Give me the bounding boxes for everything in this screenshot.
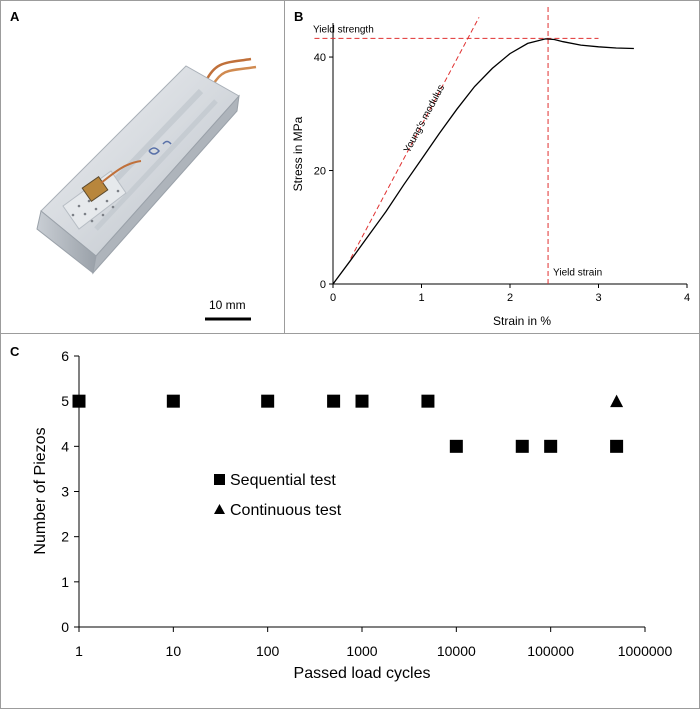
- device-end: [92, 94, 240, 275]
- b-ylabel: Stress in MPa: [291, 116, 305, 191]
- wire-top-1: [204, 57, 252, 82]
- sequential-point-5: [421, 394, 435, 408]
- yield-strength-label: Yield strength: [313, 24, 374, 35]
- stress-strain-chart: 0 1 2 3 4 0 20 40 Yield strength Young's modulu…: [291, 5, 690, 328]
- b-ytick-label-1: 20: [314, 166, 326, 178]
- wire-top-2: [211, 65, 257, 86]
- panel-b: B 0 1 2 3 4 0 20 40 Yield strength Young's modu…: [284, 0, 700, 334]
- c-ytick-label-4: 4: [61, 438, 69, 454]
- sequential-point-6: [449, 439, 463, 453]
- c-xtick-label-2: 100: [256, 643, 280, 659]
- wire-piezo: [100, 160, 142, 184]
- legend-square-marker: [214, 474, 225, 485]
- legend-sequential-label: Sequential test: [230, 472, 336, 489]
- c-xtick-label-5: 100000: [527, 643, 574, 659]
- legend-triangle-marker: [214, 504, 225, 514]
- c-ylabel: Number of Piezos: [32, 427, 49, 554]
- legend-continuous-label: Continuous test: [230, 502, 342, 519]
- b-xtick-label-3: 3: [595, 292, 601, 304]
- c-ytick-label-2: 2: [61, 529, 69, 545]
- legend: Sequential test Continuous test: [214, 472, 342, 519]
- b-ytick-label-2: 40: [314, 52, 326, 64]
- c-ytick-label-6: 6: [61, 348, 69, 364]
- c-ytick-label-3: 3: [61, 484, 69, 500]
- b-xtick-label-0: 0: [330, 292, 336, 304]
- panel-c-letter: C: [10, 344, 20, 359]
- sequential-point-2: [261, 394, 275, 408]
- sequential-point-9: [610, 439, 624, 453]
- scale-bar-label: 10 mm: [209, 298, 246, 312]
- panel-a-letter: A: [10, 9, 20, 24]
- panel-b-letter: B: [294, 9, 304, 24]
- b-xlabel: Strain in %: [493, 314, 551, 328]
- continuous-point-0: [610, 394, 624, 408]
- b-xtick-label-4: 4: [684, 292, 690, 304]
- b-xtick-label-2: 2: [507, 292, 513, 304]
- sequential-point-4: [355, 394, 369, 408]
- sequential-point-0: [72, 394, 86, 408]
- c-xlabel: Passed load cycles: [294, 665, 431, 682]
- c-ytick-label-1: 1: [61, 574, 69, 590]
- yield-strain-label: Yield strain: [553, 267, 602, 278]
- b-xtick-label-1: 1: [418, 292, 424, 304]
- sequential-point-7: [515, 439, 529, 453]
- c-xtick-label-4: 10000: [437, 643, 476, 659]
- c-xtick-label-0: 1: [75, 643, 83, 659]
- youngs-modulus-label: Young's modulus: [402, 83, 447, 155]
- c-xtick-label-6: 1000000: [618, 643, 673, 659]
- sequential-point-8: [544, 439, 558, 453]
- sequential-point-1: [166, 394, 180, 408]
- panel-a: A: [0, 0, 285, 334]
- device-photo: [36, 57, 257, 321]
- b-ytick-label-0: 0: [320, 279, 326, 291]
- c-ytick-label-5: 5: [61, 393, 69, 409]
- sequential-point-3: [327, 394, 341, 408]
- youngs-modulus-line: [350, 17, 480, 259]
- stress-strain-curve: [332, 38, 634, 285]
- c-xtick-label-1: 10: [166, 643, 182, 659]
- c-xtick-label-3: 1000: [346, 643, 377, 659]
- c-ytick-label-0: 0: [61, 619, 69, 635]
